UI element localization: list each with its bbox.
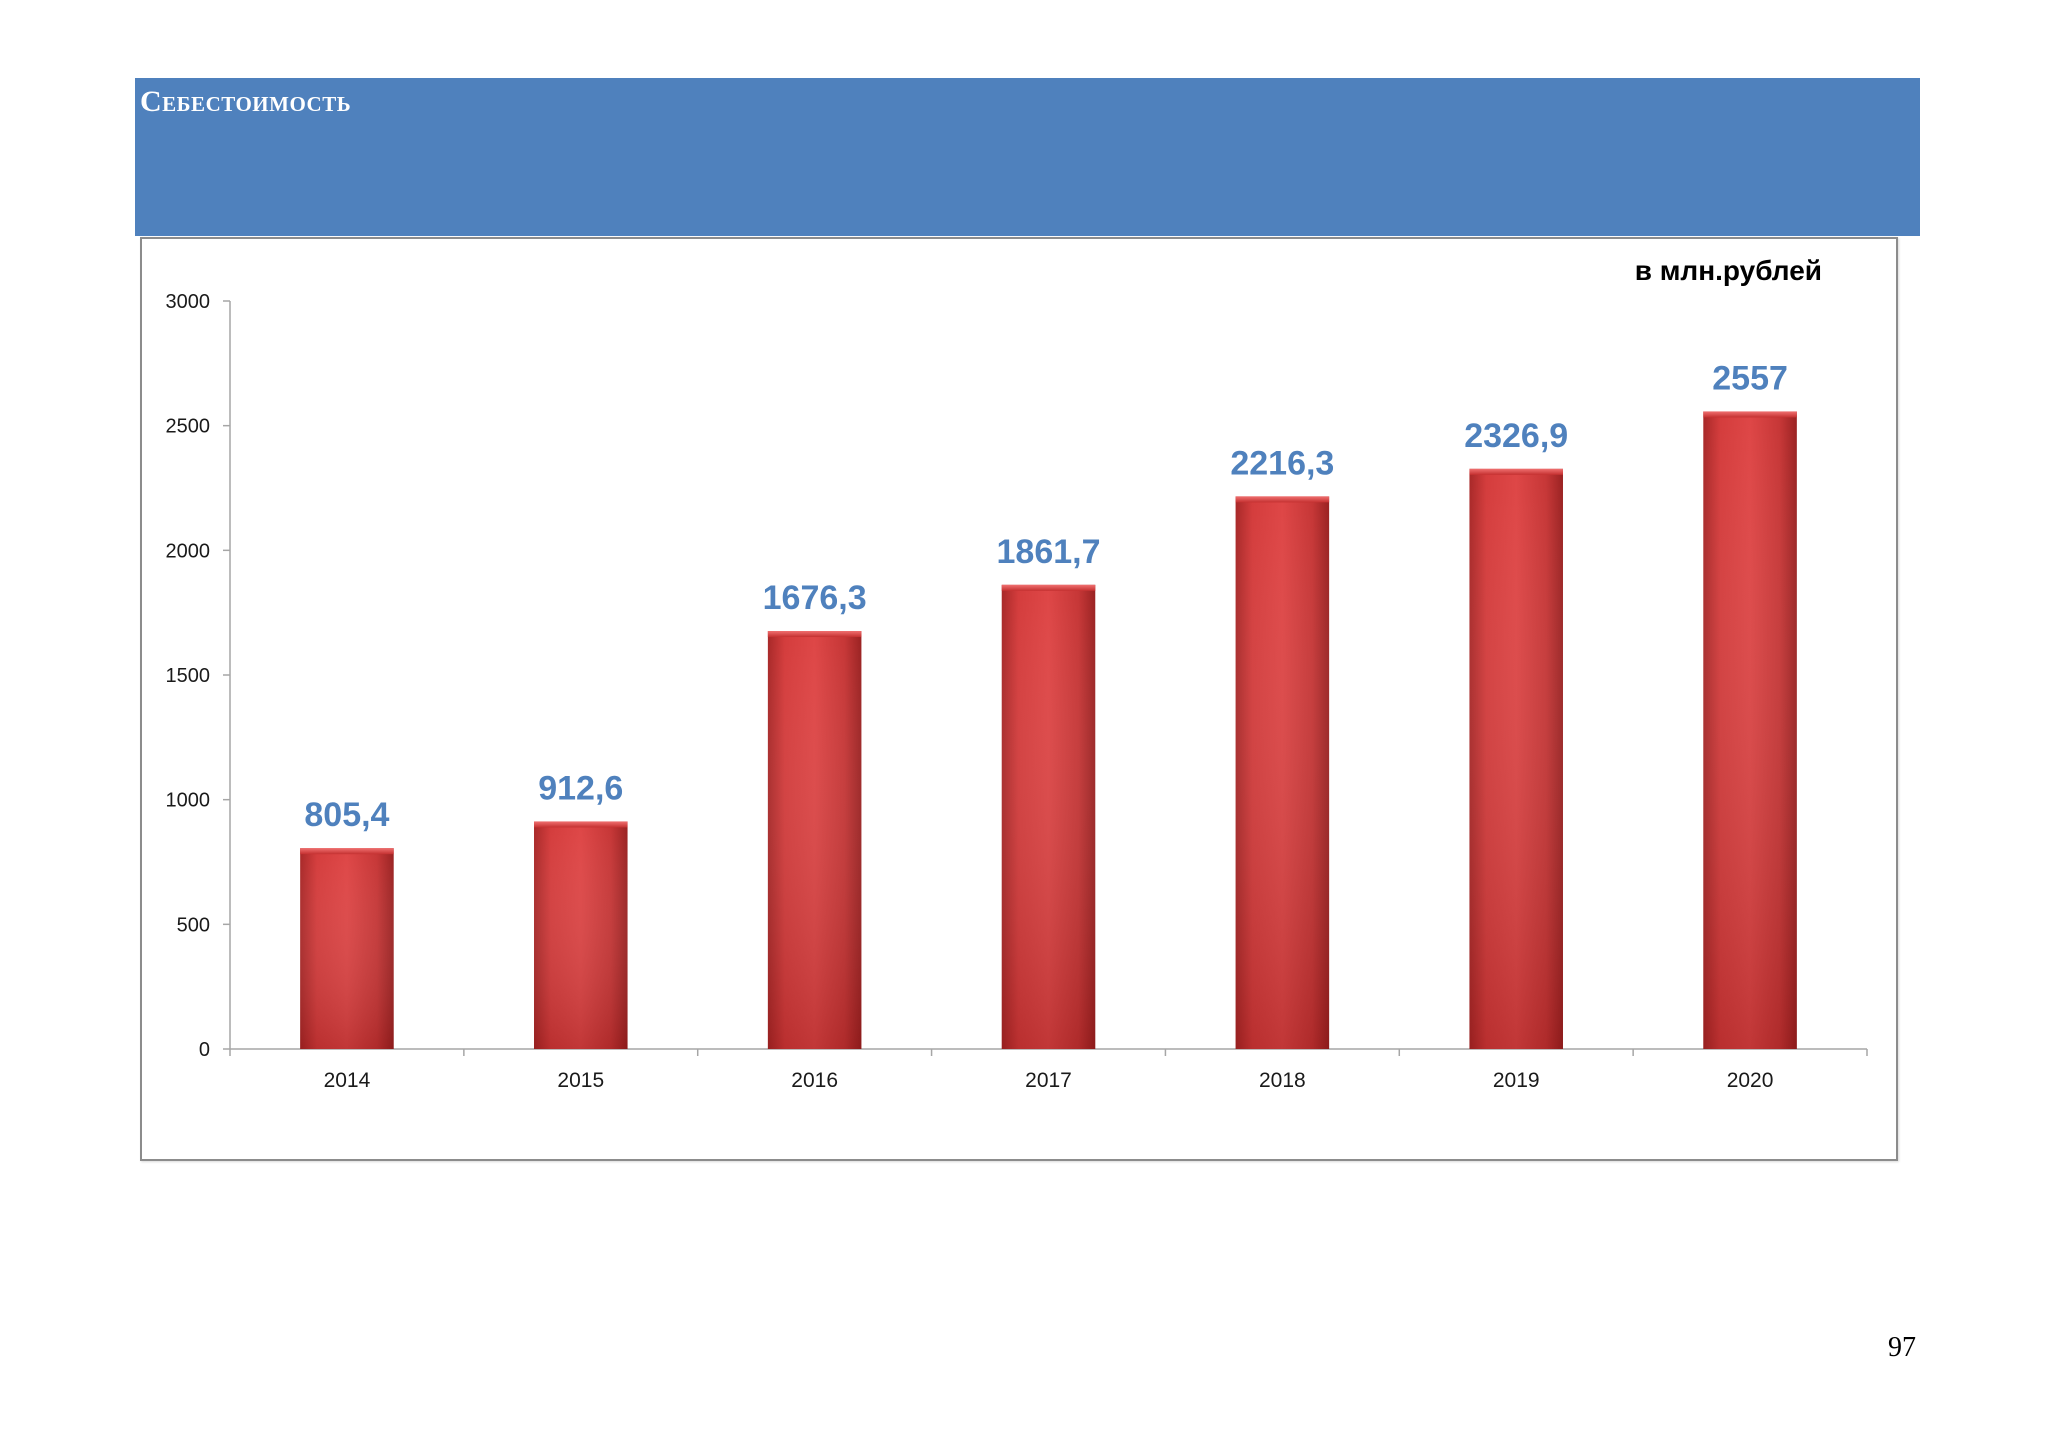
- x-tick-label-2019: 2019: [1493, 1069, 1540, 1092]
- y-tick-label: 3000: [166, 291, 211, 313]
- data-label-2015: 912,6: [538, 769, 623, 807]
- y-tick-label: 1500: [166, 665, 211, 687]
- bar-shade-2014: [300, 848, 394, 1049]
- data-label-2019: 2326,9: [1464, 417, 1568, 455]
- bar-shade-2020: [1703, 411, 1797, 1049]
- x-tick-label-2018: 2018: [1259, 1069, 1306, 1092]
- header-band: Себестоимость: [135, 78, 1920, 236]
- chart-frame: в млн.рублей 0 500 1000 1500 2000 2500 3000 805…: [140, 237, 1898, 1161]
- y-tick-label: 1000: [166, 790, 211, 812]
- bar-shade-2019: [1469, 468, 1563, 1049]
- y-tick-label: 0: [199, 1039, 210, 1061]
- bar-cap-2019: [1469, 468, 1563, 475]
- bar-shade-2017: [1001, 584, 1096, 1049]
- bar-cap-2017: [1001, 584, 1096, 591]
- page-number: 97: [1888, 1332, 1916, 1363]
- x-tick-label-2014: 2014: [324, 1069, 371, 1092]
- data-label-2020: 2557: [1712, 359, 1788, 397]
- bar-chart: в млн.рублей 0 500 1000 1500 2000 2500 3000 805…: [166, 255, 1868, 1092]
- bar-cap-2020: [1703, 411, 1797, 418]
- page-title: Себестоимость: [140, 85, 352, 118]
- x-tick-label-2020: 2020: [1727, 1069, 1774, 1092]
- bar-shade-2016: [767, 631, 862, 1049]
- bar-cap-2015: [534, 821, 628, 828]
- x-tick-label-2016: 2016: [791, 1069, 838, 1092]
- data-label-2016: 1676,3: [763, 579, 867, 617]
- data-label-2017: 1861,7: [997, 533, 1101, 571]
- y-tick-label: 2000: [166, 540, 211, 562]
- bar-cap-2018: [1235, 496, 1330, 503]
- unit-label: в млн.рублей: [1635, 255, 1822, 286]
- bar-shade-2018: [1235, 496, 1330, 1049]
- bar-shade-2015: [534, 821, 628, 1049]
- data-label-2018: 2216,3: [1230, 444, 1334, 482]
- data-label-2014: 805,4: [304, 796, 389, 834]
- x-tick-label-2015: 2015: [557, 1069, 604, 1092]
- y-tick-label: 500: [177, 914, 210, 936]
- x-tick-label-2017: 2017: [1025, 1069, 1072, 1092]
- y-tick-label: 2500: [166, 416, 211, 438]
- bar-cap-2014: [300, 848, 394, 855]
- bar-cap-2016: [767, 631, 862, 638]
